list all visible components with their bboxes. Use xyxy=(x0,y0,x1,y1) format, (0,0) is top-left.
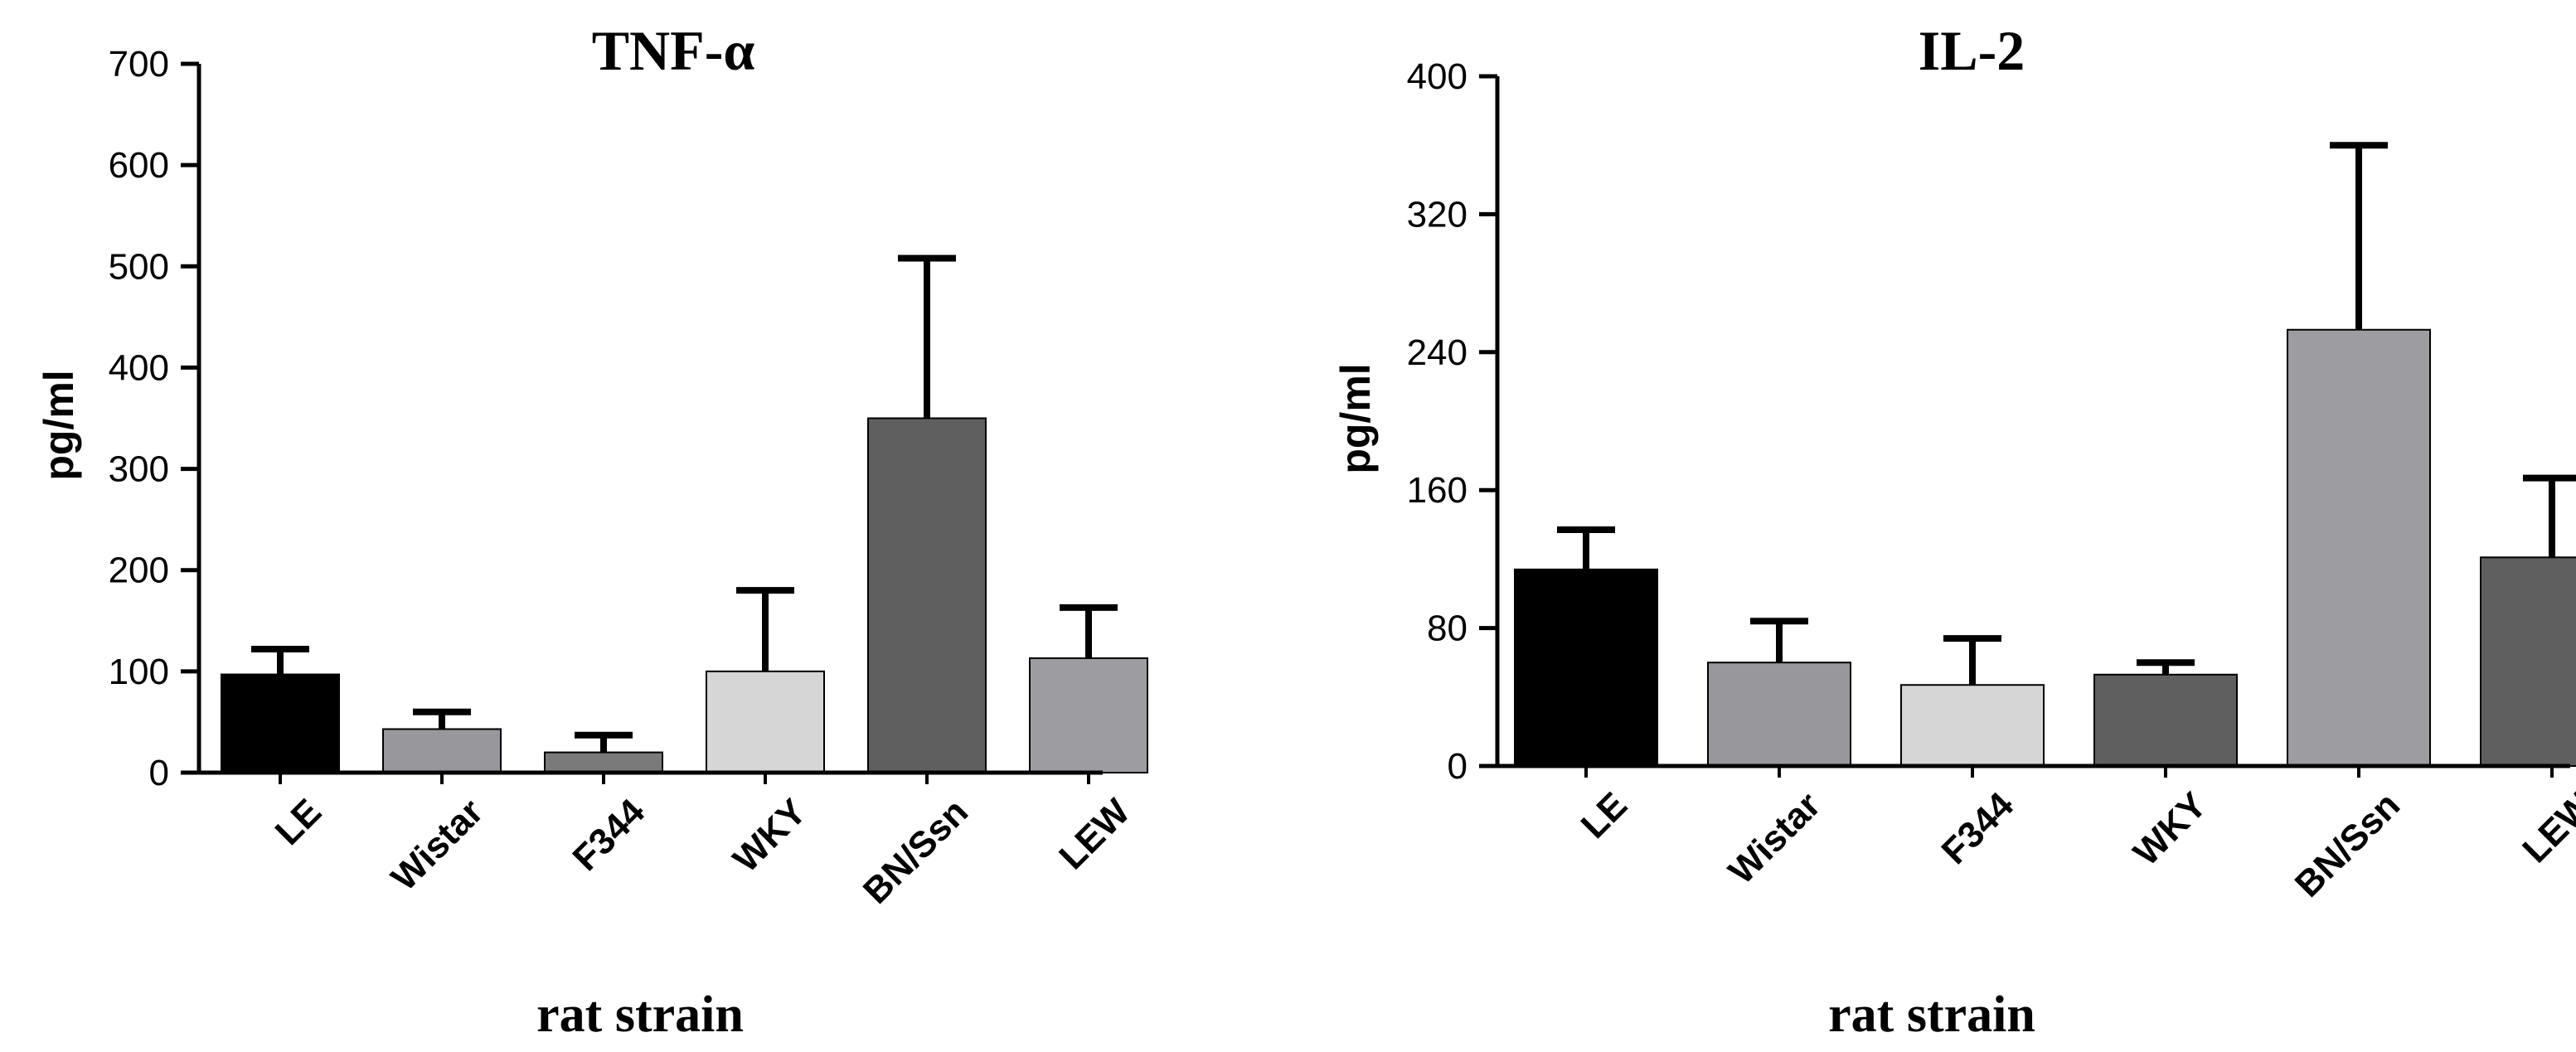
x-tick-label: BN/Ssn xyxy=(2287,784,2408,904)
y-tick-label: 600 xyxy=(109,145,169,186)
x-axis-title: rat strain xyxy=(1828,987,2035,1043)
bar xyxy=(867,417,987,773)
x-tick-label: WKY xyxy=(725,791,814,880)
y-axis-title: pg/ml xyxy=(36,370,82,480)
y-tick-label: 400 xyxy=(109,347,169,388)
bar xyxy=(1029,657,1148,773)
y-tick-label: 700 xyxy=(109,44,169,85)
y-tick-label: 100 xyxy=(109,652,169,692)
x-tick-label: Wistar xyxy=(1721,784,1828,891)
y-tick-label: 500 xyxy=(109,246,169,287)
y-tick-label: 200 xyxy=(109,550,169,591)
y-tick-label: 320 xyxy=(1407,194,1467,235)
bar xyxy=(382,728,502,774)
y-tick-label: 0 xyxy=(149,753,169,793)
chart-il-2: IL-2 rat strain pg/ml LE Wistar F344 WKY BN/… xyxy=(1332,19,2576,1043)
x-tick-label: LE xyxy=(1574,784,1635,846)
bar xyxy=(1514,568,1658,767)
x-tick-label: F344 xyxy=(565,791,653,879)
bar xyxy=(706,670,825,773)
x-tick-label: F344 xyxy=(1934,784,2022,872)
y-tick-label: 160 xyxy=(1407,470,1467,511)
bar xyxy=(2480,556,2576,767)
bar xyxy=(2093,673,2238,768)
chart-title: TNF-α xyxy=(592,19,755,82)
x-tick-label: Wistar xyxy=(384,791,491,898)
bar xyxy=(1900,684,2045,767)
x-tick-label: LEW xyxy=(2515,784,2576,870)
x-axis-title: rat strain xyxy=(536,987,744,1043)
bar xyxy=(221,673,340,773)
y-tick-label: 300 xyxy=(109,449,169,490)
chart-title: IL-2 xyxy=(1919,19,2025,82)
y-axis-title: pg/ml xyxy=(1332,363,1379,473)
y-tick-label: 240 xyxy=(1407,332,1467,373)
x-tick-label: LE xyxy=(268,791,329,852)
bar xyxy=(2287,328,2431,767)
bar xyxy=(1707,662,1851,768)
x-tick-label: WKY xyxy=(2126,784,2215,873)
bar xyxy=(544,751,663,773)
x-tick-label: BN/Ssn xyxy=(856,791,976,911)
y-tick-label: 0 xyxy=(1448,746,1467,787)
y-tick-label: 400 xyxy=(1407,56,1467,97)
x-tick-label: LEW xyxy=(1051,791,1138,877)
y-tick-label: 80 xyxy=(1427,608,1467,649)
chart-tnf-alpha: TNF-α rat strain pg/ml LE Wistar F344 WKY BN… xyxy=(36,19,1148,1043)
